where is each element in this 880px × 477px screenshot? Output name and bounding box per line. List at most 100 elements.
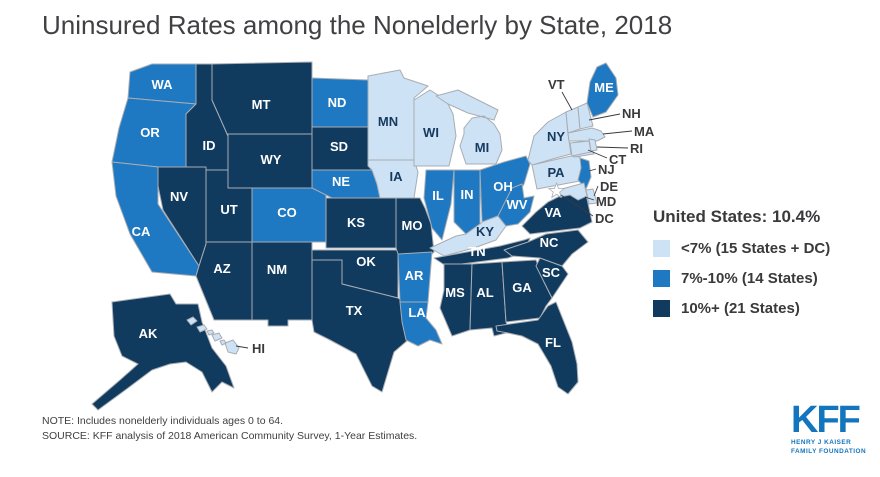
state-label-ak: AK <box>139 326 158 341</box>
state-nj[interactable] <box>577 157 592 190</box>
legend-label-light: <7% (15 States + DC) <box>681 240 831 257</box>
callout-line-de <box>593 185 599 197</box>
state-label-in: IN <box>461 187 474 202</box>
dc-star-marker[interactable] <box>547 181 566 199</box>
state-label-ks: KS <box>347 215 365 230</box>
legend-label-medium: 7%-10% (14 States) <box>681 270 818 287</box>
state-label-ok: OK <box>356 254 376 269</box>
state-hi[interactable] <box>186 316 240 355</box>
kff-logo-sub1: HENRY J KAISER <box>791 439 852 446</box>
note-line: NOTE: Includes nonelderly individuals ag… <box>42 415 284 427</box>
state-label-ky: KY <box>476 224 494 239</box>
state-label-az: AZ <box>213 261 230 276</box>
source-line: SOURCE: KFF analysis of 2018 American Co… <box>42 430 418 442</box>
state-label-sc: SC <box>542 265 561 280</box>
state-wv[interactable] <box>497 183 535 227</box>
state-label-pa: PA <box>547 165 565 180</box>
state-ct[interactable] <box>569 140 592 157</box>
state-label-mi: MI <box>475 140 489 155</box>
state-label-tn: TN <box>468 244 485 259</box>
callout-label-vt: VT <box>548 77 565 92</box>
state-label-ne: NE <box>332 174 350 189</box>
state-label-or: OR <box>140 125 160 140</box>
states-group <box>91 61 619 411</box>
state-nm[interactable] <box>251 241 313 327</box>
state-label-wi: WI <box>423 125 439 140</box>
state-la[interactable] <box>399 301 443 347</box>
callout-label-nh: NH <box>622 106 641 121</box>
state-label-mo: MO <box>402 218 423 233</box>
callout-line-ma <box>602 130 633 135</box>
state-de[interactable] <box>585 188 598 205</box>
callout-line-nh <box>588 113 621 121</box>
state-label-id: ID <box>203 138 216 153</box>
state-label-nd: ND <box>328 95 347 110</box>
callout-label-dc: DC <box>595 211 614 226</box>
kff-logo-text: KFF <box>791 399 861 441</box>
state-mi[interactable] <box>435 89 503 165</box>
legend-item-light: <7% (15 States + DC) <box>653 240 878 257</box>
legend-label-dark: 10%+ (21 States) <box>681 300 800 317</box>
callout-line-hi <box>235 345 249 349</box>
callout-label-ri: RI <box>630 141 643 156</box>
state-label-la: LA <box>408 305 426 320</box>
state-label-sd: SD <box>330 139 348 154</box>
state-label-co: CO <box>277 205 297 220</box>
state-ma[interactable] <box>567 127 606 142</box>
legend-swatch-medium <box>653 270 670 287</box>
state-label-oh: OH <box>493 179 513 194</box>
state-ms[interactable] <box>439 263 473 337</box>
map-legend: United States: 10.4% <7% (15 States + DC… <box>653 207 878 317</box>
state-fl[interactable] <box>495 301 579 395</box>
callout-line-ri <box>596 146 629 149</box>
state-label-ny: NY <box>547 129 565 144</box>
us-rate-label: United States: 10.4% <box>653 207 821 226</box>
legend-swatch-dark <box>653 300 670 317</box>
state-label-wv: WV <box>507 197 528 212</box>
callout-label-ma: MA <box>634 124 655 139</box>
callout-line-vt <box>561 91 573 111</box>
state-me[interactable] <box>586 62 619 118</box>
kff-logo: KFF HENRY J KAISER FAMILY FOUNDATION <box>791 399 867 455</box>
callout-line-nj <box>588 168 597 172</box>
state-label-mt: MT <box>252 97 271 112</box>
callout-label-nj: NJ <box>598 162 615 177</box>
state-label-tx: TX <box>346 303 363 318</box>
callout-label-md: MD <box>596 194 616 209</box>
state-label-ga: GA <box>512 280 532 295</box>
state-label-ia: IA <box>390 169 404 184</box>
state-tx[interactable] <box>311 259 409 393</box>
state-mo[interactable] <box>395 197 435 255</box>
kff-logo-sub2: FAMILY FOUNDATION <box>791 447 867 455</box>
state-label-nv: NV <box>170 189 188 204</box>
state-label-ca: CA <box>132 224 151 239</box>
callout-label-hi: HI <box>252 341 265 356</box>
page-title: Uninsured Rates among the Nonelderly by … <box>42 10 673 40</box>
legend-swatch-light <box>653 240 670 257</box>
callout-line-md <box>584 196 595 201</box>
callout-line-ct <box>587 149 608 159</box>
state-az[interactable] <box>195 241 253 321</box>
state-nc[interactable] <box>503 229 589 267</box>
state-label-wa: WA <box>152 77 174 92</box>
state-ak[interactable] <box>91 293 235 411</box>
legend-item-dark: 10%+ (21 States) <box>653 300 878 317</box>
state-nh[interactable] <box>577 102 594 130</box>
state-label-il: IL <box>432 188 444 203</box>
state-label-me: ME <box>594 80 614 95</box>
state-label-mn: MN <box>378 114 398 129</box>
state-label-al: AL <box>476 285 493 300</box>
footnotes: NOTE: Includes nonelderly individuals ag… <box>42 414 417 444</box>
state-label-ar: AR <box>405 268 424 283</box>
state-label-nm: NM <box>267 262 287 277</box>
state-label-va: VA <box>544 205 562 220</box>
callout-line-dc <box>560 194 594 217</box>
state-label-ms: MS <box>445 285 465 300</box>
state-wi[interactable] <box>413 89 457 167</box>
state-label-wy: WY <box>261 152 282 167</box>
state-label-ut: UT <box>220 202 237 217</box>
state-label-fl: FL <box>545 335 561 350</box>
